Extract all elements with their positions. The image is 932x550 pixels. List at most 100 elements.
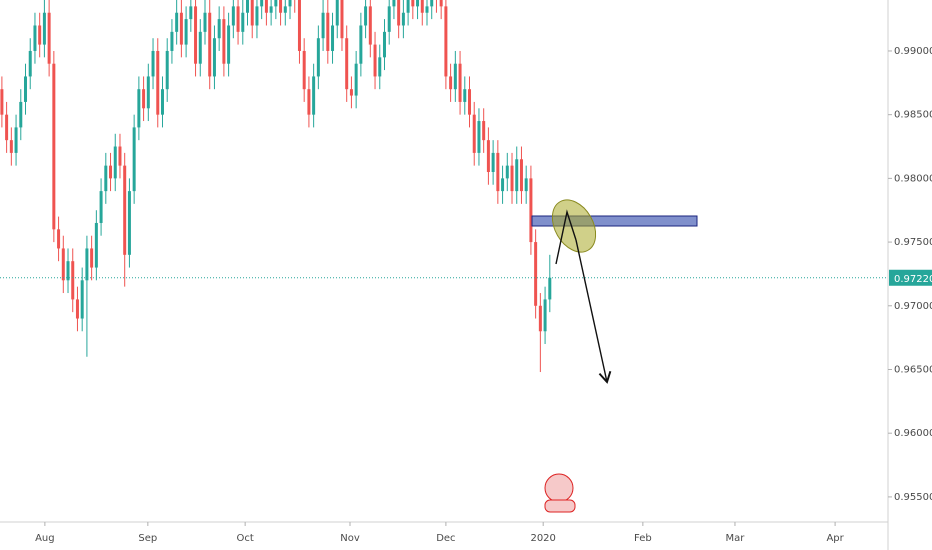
candle-body (227, 25, 231, 64)
candle-body (331, 25, 335, 51)
candle-body (198, 31, 202, 64)
candle-body (444, 6, 448, 77)
candle-body (42, 12, 46, 45)
y-tick-label: 0.96500 (894, 364, 932, 375)
candle-body (264, 0, 268, 13)
candle-body (250, 0, 254, 26)
candle-body (80, 280, 84, 319)
candle-body (94, 222, 98, 268)
candle-body (406, 0, 410, 13)
zone-rectangle (531, 215, 698, 227)
candle-body (231, 6, 235, 26)
candle-body (510, 165, 514, 192)
y-tick-label: 0.95500 (894, 492, 932, 503)
candle-body (439, 0, 443, 7)
candle-body (519, 159, 523, 192)
candle-body (321, 12, 325, 39)
candle-body (212, 38, 216, 77)
candle-body (340, 0, 344, 39)
candle-body (538, 305, 542, 332)
y-tick-label: 0.99000 (894, 46, 932, 57)
candle-body (255, 6, 259, 26)
candle-body (217, 19, 221, 39)
path-line (555, 209, 577, 265)
candle-body (156, 50, 160, 115)
y-tick-label: 0.98000 (894, 173, 932, 184)
candle-body (127, 191, 131, 255)
candle-body (491, 152, 495, 173)
candle-body (57, 229, 61, 249)
candle-body (142, 89, 146, 109)
candle-body (208, 12, 212, 77)
candle-body (279, 0, 283, 13)
last-price-box (889, 269, 932, 286)
y-tick-label: 0.97500 (894, 237, 932, 248)
candle-body (66, 261, 70, 281)
candle-body (524, 178, 528, 192)
candle-body (61, 248, 65, 281)
candle-body (47, 12, 51, 64)
candle-body (373, 44, 377, 77)
candle-body (326, 12, 330, 51)
candle-body (38, 25, 42, 45)
candle-body (401, 12, 405, 26)
candle-body (359, 25, 363, 64)
candle-body (24, 76, 28, 102)
x-tick-label: Mar (726, 533, 746, 544)
candle-body (14, 127, 18, 153)
candle-body (420, 0, 424, 13)
candle-body (179, 12, 183, 45)
candle-body (430, 0, 434, 7)
candle-body (109, 165, 113, 179)
logo-base (544, 499, 576, 513)
candle-body (416, 0, 420, 7)
y-tick-label: 0.96000 (894, 428, 932, 439)
candle-body (99, 191, 103, 223)
candle-body (378, 57, 382, 77)
candle-body (269, 6, 273, 13)
candle-body (368, 6, 372, 45)
candle-body (411, 0, 415, 7)
candle-body (529, 178, 533, 243)
x-tick-label: Oct (236, 533, 253, 544)
candle-body (312, 76, 316, 115)
x-tick-label: Aug (35, 533, 55, 544)
candle-body (515, 159, 519, 192)
candle-body (90, 248, 94, 268)
candle-body (364, 6, 368, 26)
candle-body (33, 25, 37, 51)
candle-body (104, 165, 108, 192)
y-tick-label: 0.97000 (894, 301, 932, 312)
candle-body (397, 0, 401, 26)
candle-body (297, 0, 301, 51)
candle-body (548, 277, 552, 300)
x-tick-label: Apr (826, 533, 844, 544)
candle-body (52, 63, 56, 230)
candle-body (288, 0, 292, 7)
candle-body (175, 12, 179, 32)
candle-body (316, 38, 320, 77)
candle-body (453, 63, 457, 90)
symbol-logo (544, 473, 576, 513)
x-tick-label: Nov (340, 533, 360, 544)
x-tick-label: 2020 (530, 533, 555, 544)
candle-body (85, 248, 89, 281)
candle-body (468, 89, 472, 115)
candle-body (222, 19, 226, 64)
x-tick-label: Dec (436, 533, 455, 544)
candle-body (482, 121, 486, 141)
candle-body (307, 89, 311, 115)
candle-body (387, 6, 391, 32)
candle-body (274, 0, 278, 7)
candle-body (71, 261, 75, 300)
candle-body (354, 63, 358, 96)
candle-body (137, 89, 141, 128)
candle-body (118, 146, 122, 166)
candle-body (165, 50, 169, 90)
candle-body (113, 146, 117, 179)
candle-body (132, 127, 136, 192)
candle-body (458, 63, 462, 102)
candle-body (283, 6, 287, 13)
highlight-ellipse (551, 199, 597, 253)
